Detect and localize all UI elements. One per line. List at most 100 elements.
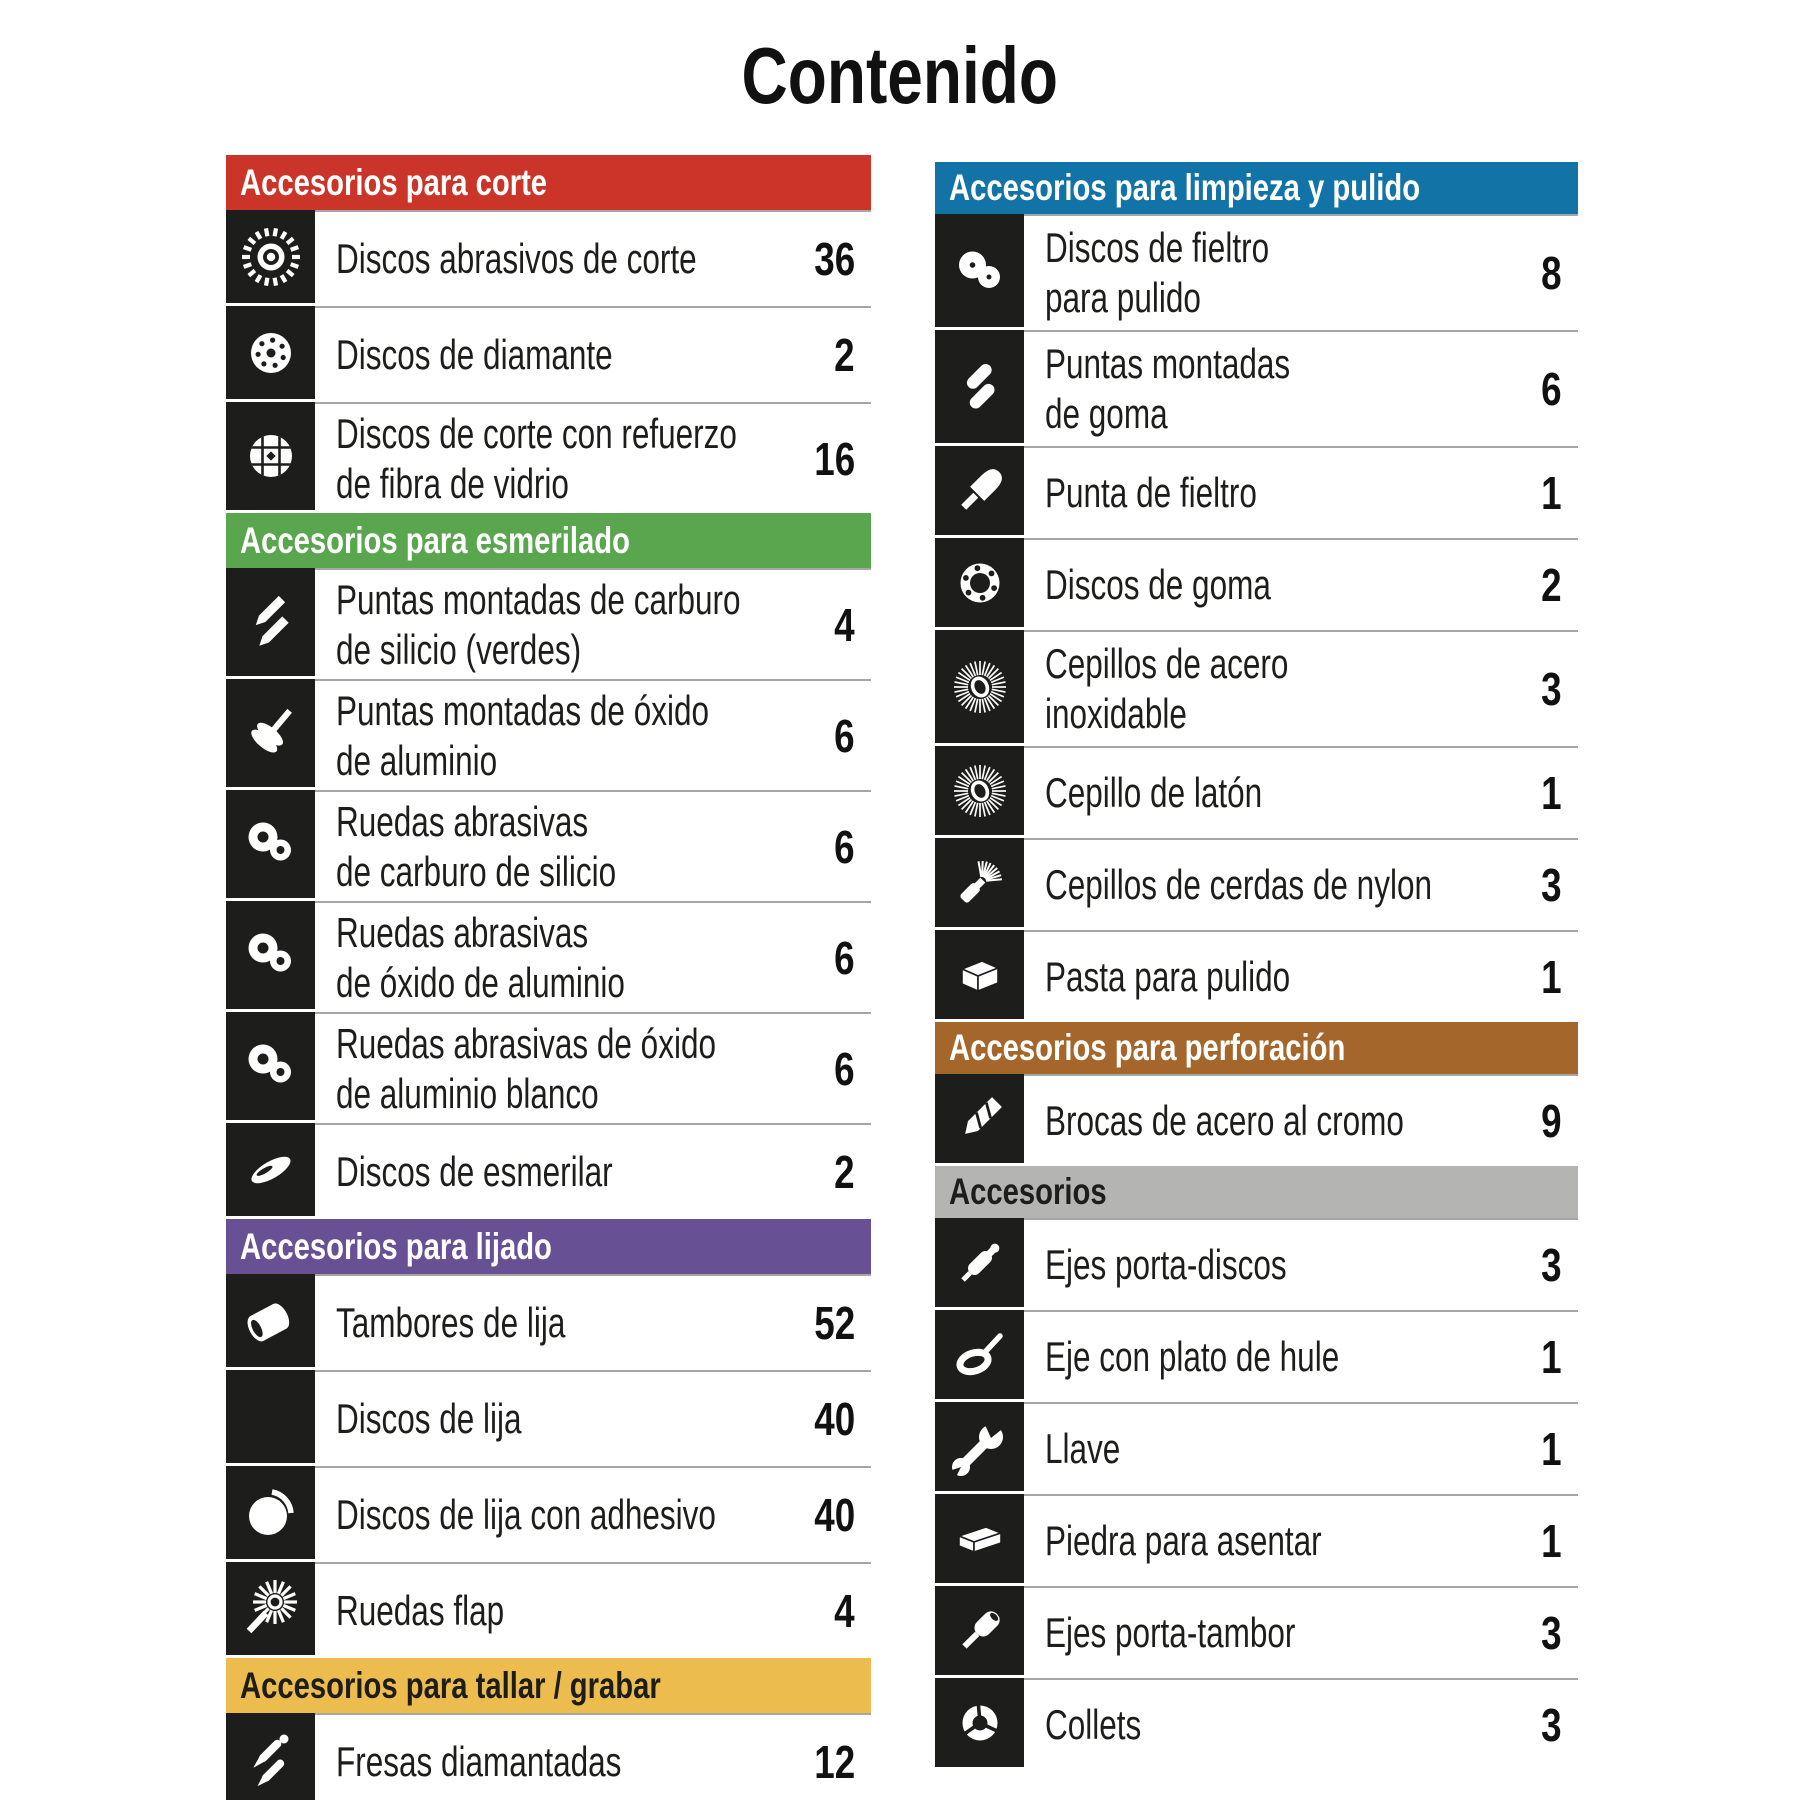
accessory-row-content: Cepillo de latón 1 <box>1024 746 1578 838</box>
section-header-label: Accesorios para esmerilado <box>240 519 630 561</box>
accessory-quantity: 1 <box>1536 466 1578 520</box>
accessory-icon-cell <box>935 930 1024 1022</box>
accessory-label-line: Puntas montadas de carburo <box>336 575 741 623</box>
accessory-icon-box <box>935 1586 1024 1675</box>
accessory-label: Punta de fieltro <box>1045 468 1536 518</box>
accessory-label: Discos de corte con refuerzo de fibra de … <box>336 409 804 509</box>
accessory-label-line: Ruedas flap <box>336 1587 505 1634</box>
accessory-label-line: Punta de fieltro <box>1045 469 1257 516</box>
section-header-label: Accesorios <box>949 1171 1107 1212</box>
accessory-row-content: Discos de lija con adhesivo 40 <box>315 1466 871 1562</box>
accessory-row: Cepillos de acero inoxidable 3 <box>935 630 1578 746</box>
accessory-icon-cell <box>226 901 315 1012</box>
accessory-row: Discos de lija 40 <box>226 1370 871 1466</box>
accessory-row: Eje con plato de hule 1 <box>935 1310 1578 1402</box>
accessory-icon-cell <box>226 1012 315 1123</box>
accessory-label-line: Puntas montadas <box>1045 340 1291 387</box>
accessory-label-line: Fresas diamantadas <box>336 1738 622 1785</box>
accessory-icon-cell <box>226 210 315 306</box>
accessory-quantity-text: 8 <box>1541 247 1562 299</box>
accessory-quantity-text: 1 <box>1541 1331 1562 1383</box>
accessory-icon-box <box>226 1370 315 1463</box>
accessory-icon-box <box>935 838 1024 927</box>
accessory-icon-cell <box>226 306 315 402</box>
accessory-quantity-text: 1 <box>1541 1515 1562 1567</box>
section-header-label: Accesorios para limpieza y pulido <box>949 167 1421 208</box>
accessory-label-line: Ruedas abrasivas <box>336 797 589 845</box>
accessory-label: Ejes porta-discos <box>1045 1240 1536 1290</box>
accessory-quantity: 1 <box>1536 1514 1578 1568</box>
accessory-label-line: inoxidable <box>1045 690 1187 737</box>
accessory-row: Fresas diamantadas 12 <box>226 1713 871 1800</box>
accessory-label: Ruedas abrasivas de óxido de aluminio <box>336 908 829 1008</box>
abrasive-wheels-icon <box>248 933 291 972</box>
section-header: Accesorios para perforación <box>935 1022 1578 1074</box>
accessory-quantity: 52 <box>804 1296 871 1350</box>
accessory-quantity: 6 <box>829 1042 871 1096</box>
accessory-icon-cell <box>226 402 315 513</box>
accessory-quantity: 12 <box>804 1735 871 1789</box>
section-header: Accesorios para limpieza y pulido <box>935 162 1578 214</box>
accessory-label: Ruedas abrasivas de carburo de silicio <box>336 797 829 897</box>
accessory-label: Discos de goma <box>1045 560 1536 610</box>
accessory-row-content: Eje con plato de hule 1 <box>1024 1310 1578 1402</box>
accessory-label-line: Pasta para pulido <box>1045 953 1291 1000</box>
accessory-quantity: 2 <box>829 328 871 382</box>
section-header: Accesorios <box>935 1166 1578 1218</box>
section-header-label: Accesorios para corte <box>240 161 548 203</box>
accessory-row-content: Discos de esmerilar 2 <box>315 1123 871 1219</box>
accessory-icon-cell <box>935 446 1024 538</box>
accessory-quantity-text: 2 <box>1541 559 1562 611</box>
accessory-quantity: 3 <box>1536 1238 1578 1292</box>
abrasive-wheels-icon <box>248 822 291 861</box>
accessory-row-content: Discos de fieltro para pulido 8 <box>1024 214 1578 330</box>
accessory-row-content: Tambores de lija 52 <box>315 1274 871 1370</box>
accessory-quantity-text: 6 <box>834 931 855 984</box>
accessory-icon-cell <box>935 1218 1024 1310</box>
accessory-quantity-text: 3 <box>1541 1699 1562 1751</box>
accessory-icon-box <box>226 306 315 399</box>
accessory-icon-cell <box>935 538 1024 630</box>
left-column: Accesorios para corte Discos abrasivos de… <box>226 155 871 1800</box>
accessory-icon-box <box>935 630 1024 743</box>
accessory-quantity-text: 1 <box>1541 1423 1562 1475</box>
accessory-label: Puntas montadas de goma <box>1045 339 1536 439</box>
wrench-icon <box>947 1415 1011 1479</box>
accessory-quantity: 6 <box>829 709 871 763</box>
accessory-quantity-text: 1 <box>1541 951 1562 1003</box>
accessory-quantity-text: 3 <box>1541 1607 1562 1659</box>
accessory-row-content: Puntas montadas de carburo de silicio (ve… <box>315 568 871 679</box>
accessory-row-content: Ruedas flap 4 <box>315 1562 871 1658</box>
accessory-quantity-text: 12 <box>814 1736 855 1788</box>
accessory-icon-box <box>935 1074 1024 1163</box>
accessory-label: Discos abrasivos de corte <box>336 234 804 284</box>
accessory-label-line: Discos de diamante <box>336 331 613 378</box>
accessory-quantity-text: 1 <box>1541 767 1562 819</box>
accessory-icon-box <box>935 1218 1024 1307</box>
drill-bit-icon <box>964 1096 1002 1134</box>
accessory-row-content: Puntas montadas de goma 6 <box>1024 330 1578 446</box>
accessory-quantity: 40 <box>804 1488 871 1542</box>
accessory-label-line: Cepillos de acero <box>1045 640 1289 687</box>
accessory-row-content: Discos abrasivos de corte 36 <box>315 210 871 306</box>
rubber-points-icon <box>966 363 994 409</box>
accessory-row: Cepillos de cerdas de nylon 3 <box>935 838 1578 930</box>
accessory-quantity-text: 2 <box>834 1146 855 1198</box>
accessory-label-line: de óxido de aluminio <box>336 958 625 1006</box>
accessory-icon-cell <box>935 630 1024 746</box>
accessory-row-content: Collets 3 <box>1024 1678 1578 1770</box>
silicon-carbide-points-icon <box>255 595 289 646</box>
accessory-icon-box <box>226 901 315 1009</box>
accessory-label-line: para pulido <box>1045 274 1201 321</box>
accessory-quantity: 4 <box>829 598 871 652</box>
section-header: Accesorios para lijado <box>226 1219 871 1274</box>
accessory-row: Punta de fieltro 1 <box>935 446 1578 538</box>
brass-brush-icon <box>953 764 1006 817</box>
accessory-quantity: 3 <box>1536 662 1578 716</box>
accessory-row-content: Punta de fieltro 1 <box>1024 446 1578 538</box>
accessory-quantity-text: 9 <box>1541 1095 1562 1147</box>
accessory-row: Pasta para pulido 1 <box>935 930 1578 1022</box>
accessory-quantity-text: 6 <box>834 709 855 762</box>
accessory-icon-cell <box>226 1713 315 1800</box>
accessory-icon-box <box>935 1310 1024 1399</box>
